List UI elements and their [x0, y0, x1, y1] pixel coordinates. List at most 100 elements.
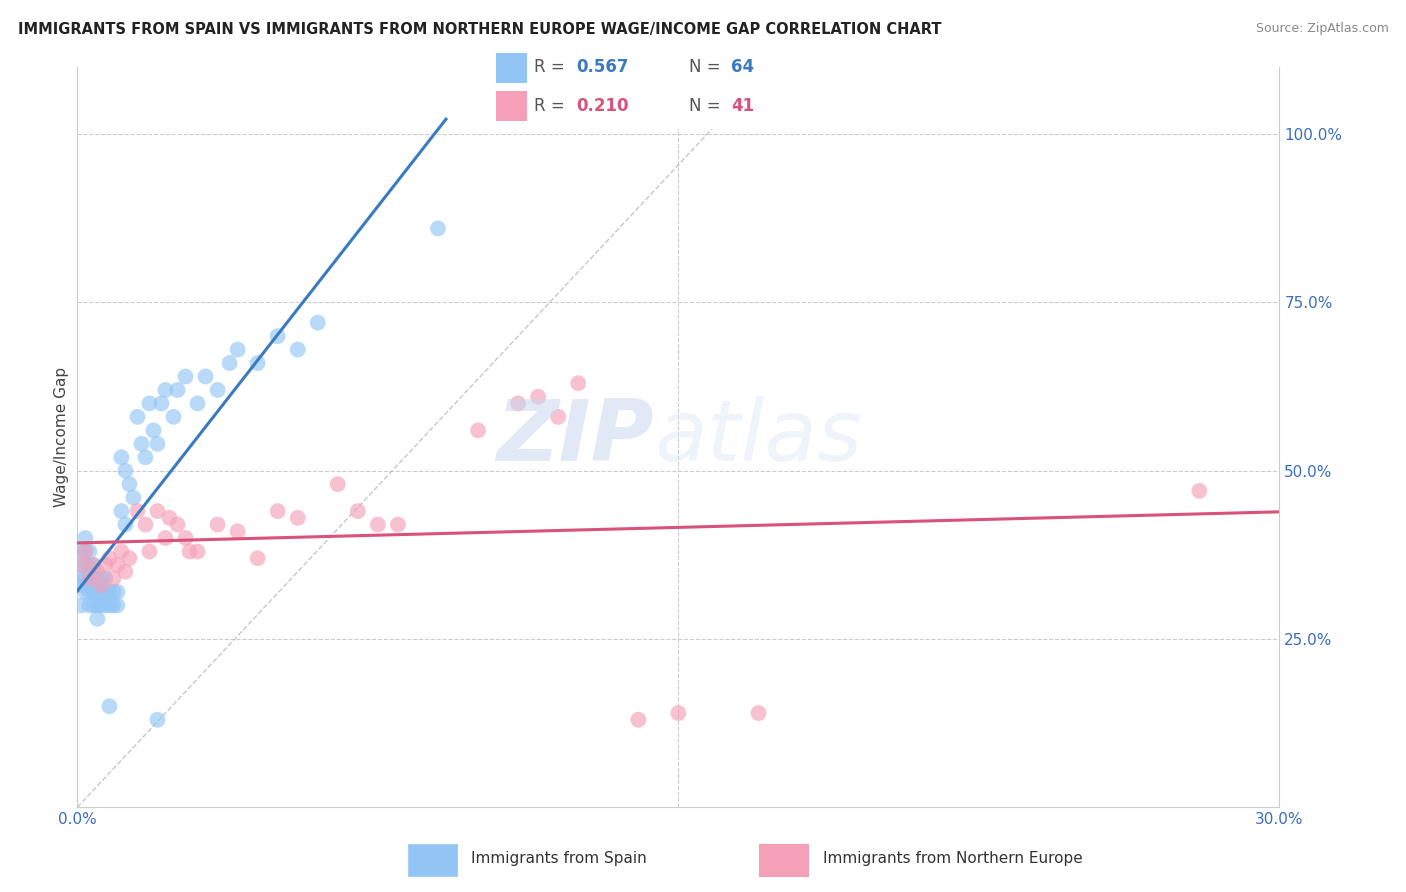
Text: Immigrants from Spain: Immigrants from Spain	[471, 851, 647, 866]
Point	[79, 571, 101, 585]
Point	[75, 558, 97, 572]
Point	[79, 558, 101, 572]
Point	[98, 699, 121, 714]
Point	[146, 504, 169, 518]
Point	[86, 565, 108, 579]
Point	[90, 578, 112, 592]
Point	[90, 585, 112, 599]
Text: 41: 41	[731, 96, 754, 114]
Point	[114, 565, 136, 579]
Point	[427, 221, 450, 235]
Point	[226, 343, 249, 357]
Text: Immigrants from Northern Europe: Immigrants from Northern Europe	[823, 851, 1083, 866]
Text: 0.210: 0.210	[576, 96, 628, 114]
Point	[94, 571, 117, 585]
Point	[79, 544, 101, 558]
Point	[287, 343, 309, 357]
Point	[246, 551, 269, 566]
Point	[134, 450, 156, 465]
Point	[98, 585, 121, 599]
Point	[75, 585, 97, 599]
Point	[90, 599, 112, 613]
Point	[82, 558, 104, 572]
Point	[166, 383, 188, 397]
Point	[267, 329, 290, 343]
Point	[138, 544, 160, 558]
Point	[103, 585, 125, 599]
Point	[347, 504, 370, 518]
Point	[70, 578, 93, 592]
Point	[107, 599, 129, 613]
Point	[86, 599, 108, 613]
Point	[79, 585, 101, 599]
Point	[79, 599, 101, 613]
Text: ZIP: ZIP	[496, 395, 654, 479]
Point	[326, 477, 349, 491]
Point	[103, 571, 125, 585]
Point	[467, 423, 489, 437]
Text: Source: ZipAtlas.com: Source: ZipAtlas.com	[1256, 22, 1389, 36]
Text: 64: 64	[731, 59, 754, 77]
Point	[70, 558, 93, 572]
Point	[150, 396, 173, 410]
Point	[1188, 483, 1211, 498]
Point	[107, 585, 129, 599]
Text: R =: R =	[534, 96, 571, 114]
Point	[82, 558, 104, 572]
Y-axis label: Wage/Income Gap: Wage/Income Gap	[53, 367, 69, 508]
Point	[98, 599, 121, 613]
Point	[166, 517, 188, 532]
Point	[527, 390, 550, 404]
Text: 0.567: 0.567	[576, 59, 628, 77]
Point	[142, 423, 165, 437]
Point	[748, 706, 770, 720]
Point	[75, 544, 97, 558]
Bar	[408, 844, 457, 876]
Point	[103, 599, 125, 613]
Point	[122, 491, 145, 505]
Point	[94, 558, 117, 572]
Text: N =: N =	[689, 96, 725, 114]
Point	[82, 585, 104, 599]
Text: R =: R =	[534, 59, 571, 77]
Point	[86, 571, 108, 585]
Point	[138, 396, 160, 410]
Point	[218, 356, 240, 370]
Point	[86, 612, 108, 626]
Point	[110, 450, 132, 465]
Point	[508, 396, 530, 410]
Point	[668, 706, 690, 720]
Point	[187, 396, 209, 410]
Point	[127, 409, 149, 424]
FancyBboxPatch shape	[481, 44, 839, 130]
Point	[174, 369, 197, 384]
Point	[70, 571, 93, 585]
Point	[194, 369, 217, 384]
Point	[79, 571, 101, 585]
Text: IMMIGRANTS FROM SPAIN VS IMMIGRANTS FROM NORTHERN EUROPE WAGE/INCOME GAP CORRELA: IMMIGRANTS FROM SPAIN VS IMMIGRANTS FROM…	[18, 22, 942, 37]
Point	[114, 464, 136, 478]
Point	[307, 316, 329, 330]
Bar	[495, 91, 527, 120]
Point	[246, 356, 269, 370]
Point	[75, 571, 97, 585]
Point	[387, 517, 409, 532]
Bar	[759, 844, 808, 876]
Point	[127, 504, 149, 518]
Point	[90, 571, 112, 585]
Point	[627, 713, 650, 727]
Point	[207, 383, 229, 397]
Point	[114, 517, 136, 532]
Point	[567, 376, 589, 391]
Point	[187, 544, 209, 558]
Point	[98, 551, 121, 566]
Point	[110, 504, 132, 518]
Point	[367, 517, 389, 532]
Point	[159, 511, 181, 525]
Point	[75, 544, 97, 558]
Point	[70, 544, 93, 558]
Point	[94, 599, 117, 613]
Point	[155, 383, 177, 397]
Text: N =: N =	[689, 59, 725, 77]
Point	[226, 524, 249, 539]
